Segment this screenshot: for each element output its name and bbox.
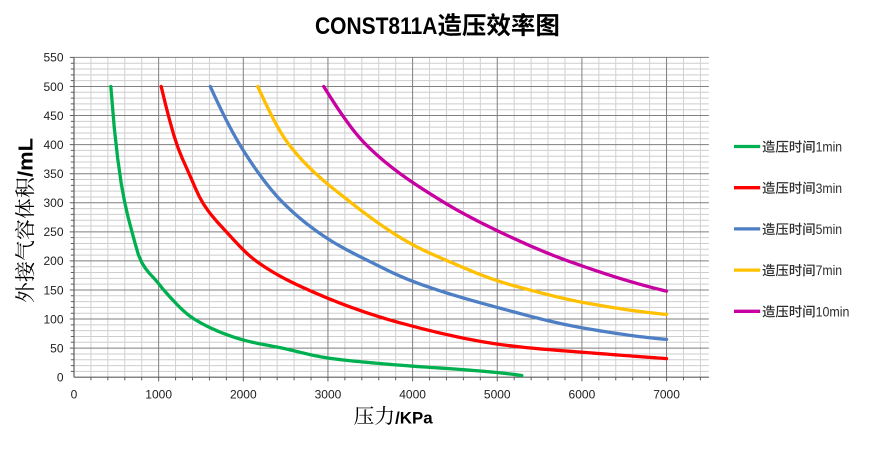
svg-text:CONST811A: CONST811A bbox=[315, 13, 437, 40]
svg-text:150: 150 bbox=[43, 283, 63, 297]
svg-text:400: 400 bbox=[43, 138, 63, 152]
svg-text:10min: 10min bbox=[816, 304, 850, 319]
svg-text:450: 450 bbox=[43, 109, 63, 123]
svg-text:1min: 1min bbox=[816, 140, 843, 155]
svg-text:7min: 7min bbox=[816, 263, 843, 278]
svg-text:1000: 1000 bbox=[145, 388, 172, 402]
svg-text:6000: 6000 bbox=[569, 388, 596, 402]
svg-text:350: 350 bbox=[43, 167, 63, 181]
svg-text:4000: 4000 bbox=[399, 388, 426, 402]
svg-text:/mL: /mL bbox=[16, 138, 38, 177]
svg-text:7000: 7000 bbox=[653, 388, 680, 402]
svg-text:3min: 3min bbox=[816, 181, 843, 196]
svg-text:300: 300 bbox=[43, 196, 63, 210]
svg-text:3000: 3000 bbox=[315, 388, 342, 402]
svg-text:/KPa: /KPa bbox=[395, 408, 433, 427]
svg-text:500: 500 bbox=[43, 80, 63, 94]
svg-text:100: 100 bbox=[43, 312, 63, 326]
svg-text:0: 0 bbox=[57, 371, 64, 385]
svg-text:50: 50 bbox=[50, 341, 64, 355]
svg-text:550: 550 bbox=[43, 51, 63, 65]
svg-text:2000: 2000 bbox=[230, 388, 257, 402]
svg-text:200: 200 bbox=[43, 254, 63, 268]
svg-text:5000: 5000 bbox=[484, 388, 511, 402]
svg-text:250: 250 bbox=[43, 225, 63, 239]
svg-text:0: 0 bbox=[71, 388, 78, 402]
svg-text:5min: 5min bbox=[816, 222, 843, 237]
